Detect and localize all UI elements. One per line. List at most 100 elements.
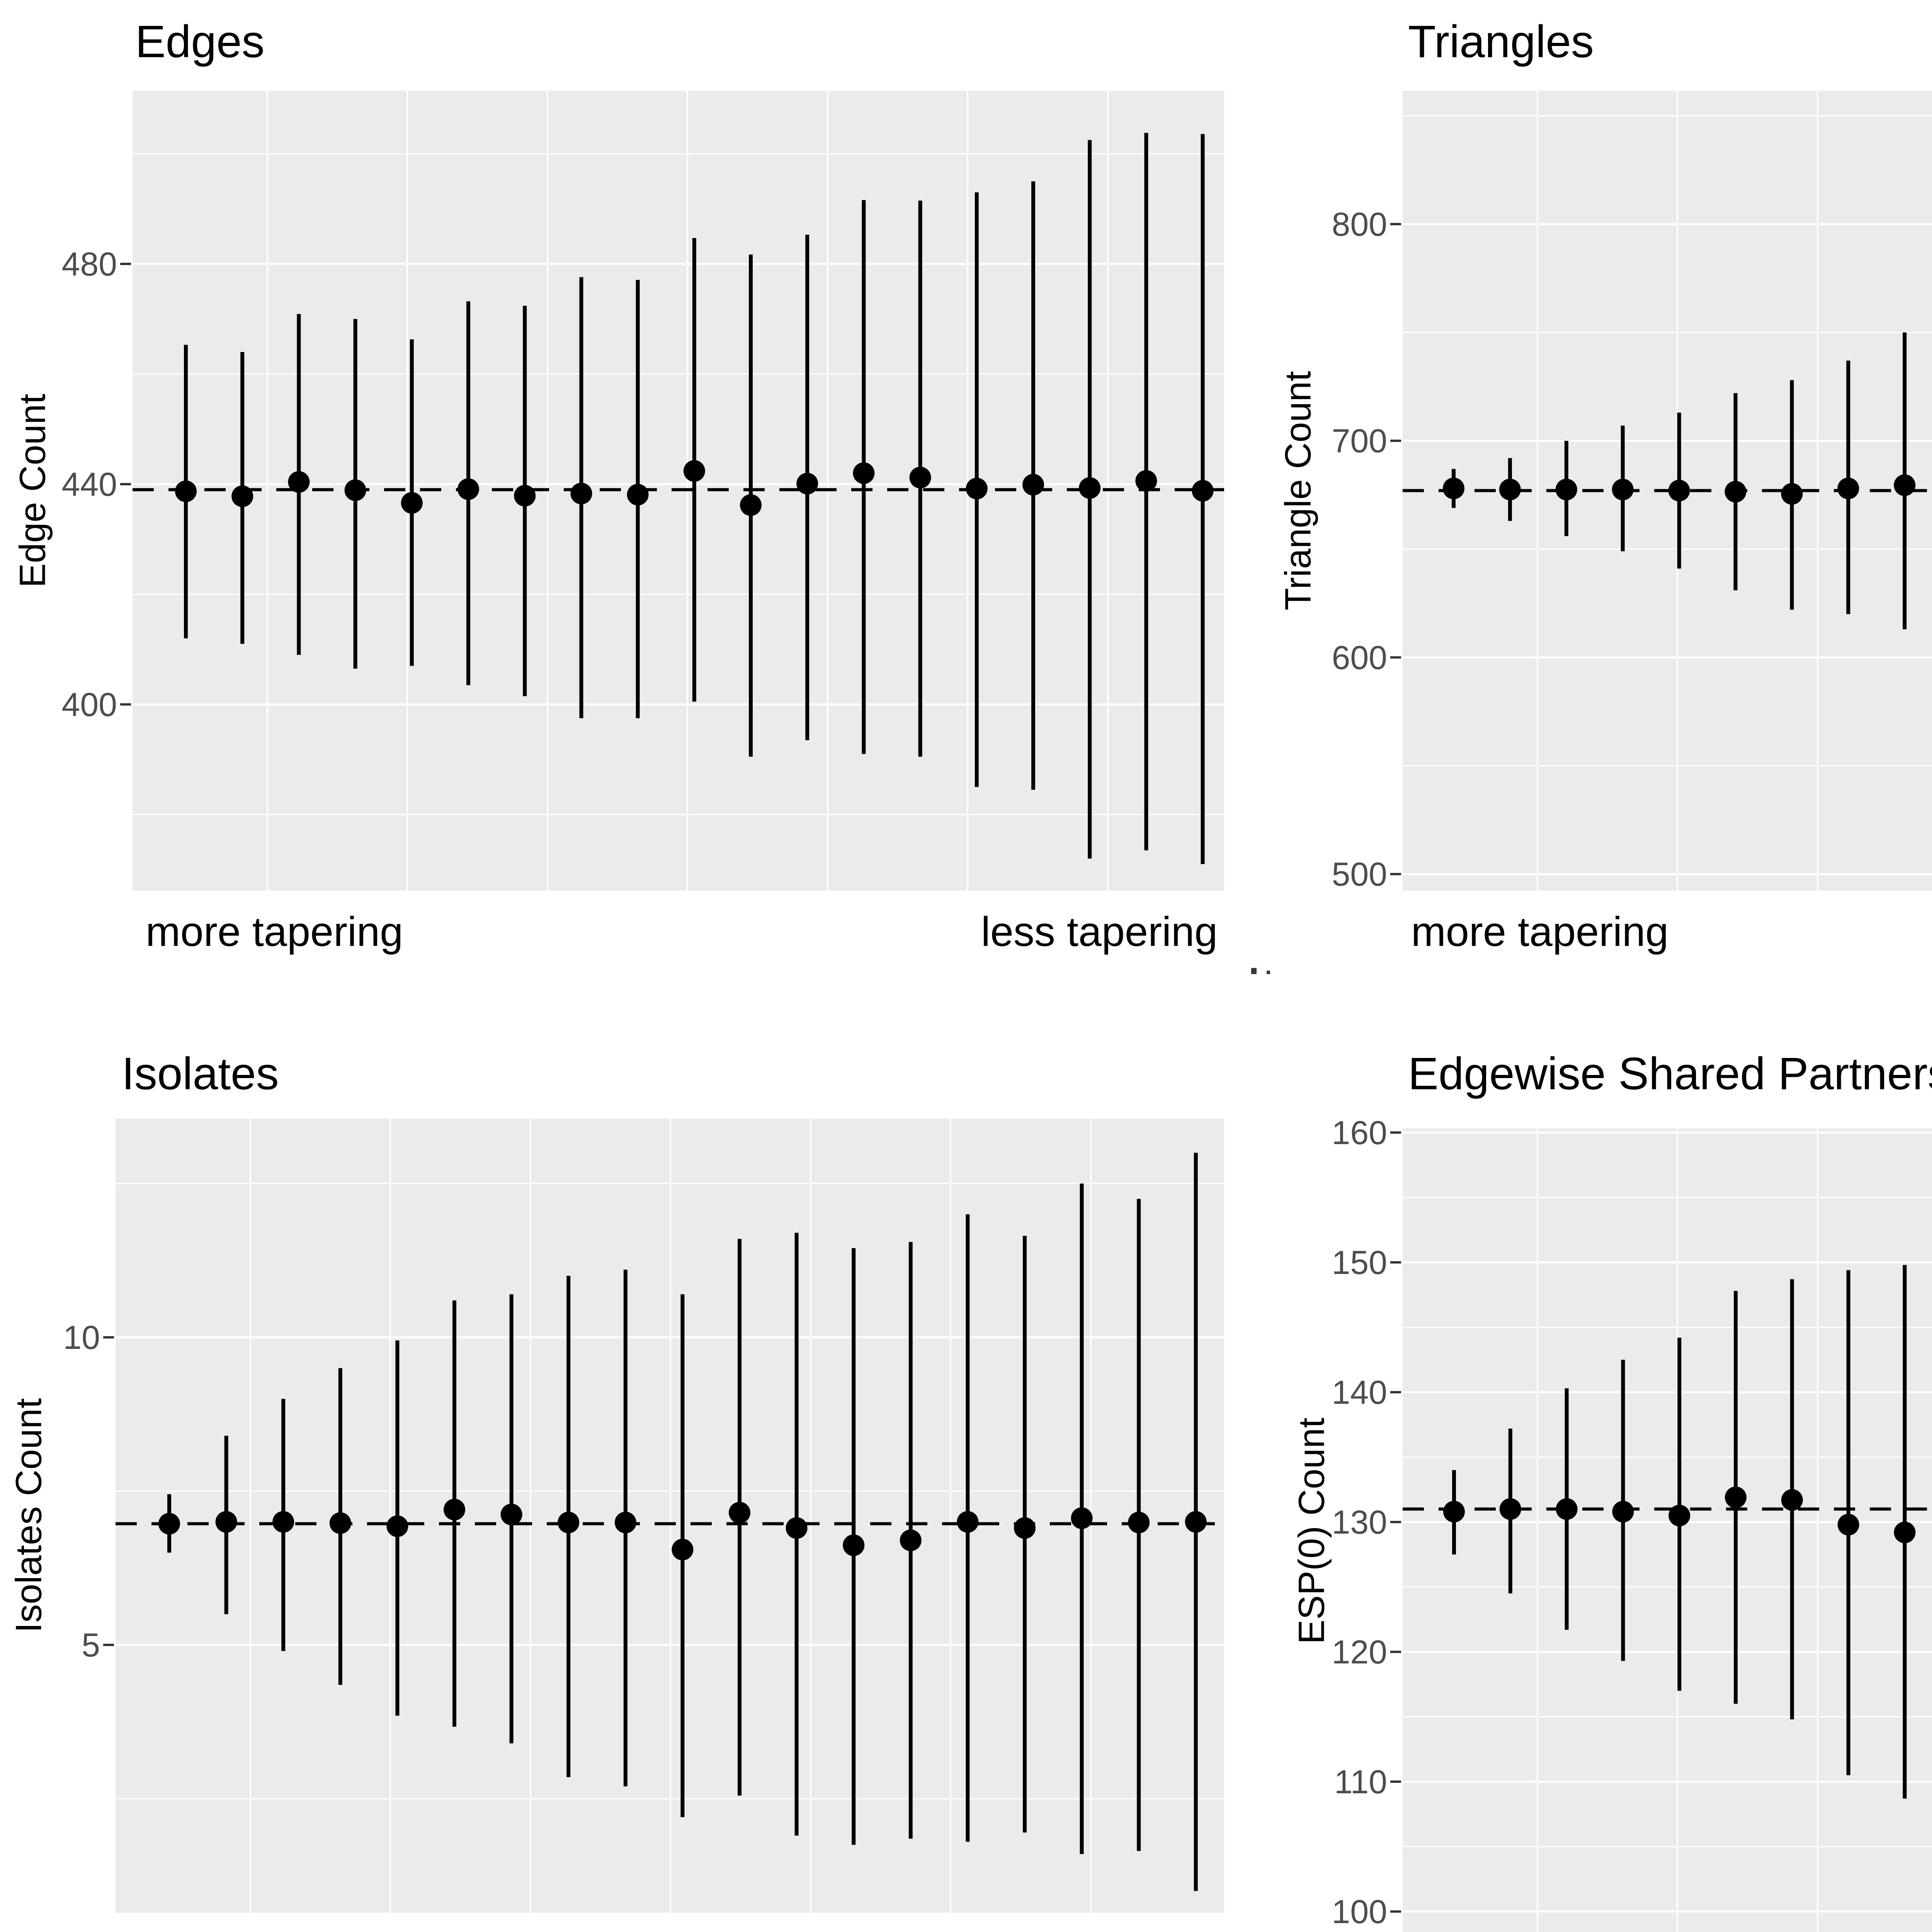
- crop-artifact: [1267, 971, 1270, 974]
- data-point: [1128, 1512, 1150, 1534]
- y-axis-tick-label: 700: [1332, 423, 1388, 460]
- data-point: [1894, 1521, 1916, 1543]
- data-point: [740, 494, 762, 516]
- data-point: [1185, 1511, 1207, 1533]
- data-point: [570, 483, 592, 505]
- data-point: [1192, 480, 1214, 502]
- data-point: [1837, 478, 1859, 500]
- gridlines-minor: [1403, 1197, 1932, 1847]
- data-point: [627, 484, 649, 506]
- data-point: [329, 1512, 351, 1534]
- data-point: [444, 1498, 465, 1520]
- pointrange-series: [158, 1153, 1207, 1891]
- y-axis-tick-label: 150: [1332, 1244, 1388, 1281]
- data-point: [1022, 474, 1044, 496]
- data-point: [1725, 1486, 1747, 1509]
- data-point: [1781, 483, 1803, 505]
- y-axis-tick-label: 120: [1332, 1634, 1388, 1671]
- data-point: [796, 473, 818, 495]
- panel-isolates: 10 5: [63, 1119, 1224, 1913]
- panel-edges: 480 440 400: [62, 91, 1224, 891]
- y-axis-title-isolates-count: Isolates Count: [8, 1398, 49, 1633]
- data-point: [1443, 1501, 1465, 1523]
- y-axis-tick-label: 160: [1332, 1114, 1388, 1151]
- y-axis-tick-label: 140: [1332, 1374, 1388, 1411]
- data-point: [215, 1511, 237, 1533]
- data-point: [843, 1534, 865, 1556]
- gridlines-major-and-ticks: 160 150 140 130 120 110 100: [1332, 1114, 1932, 1930]
- data-point: [272, 1511, 294, 1533]
- y-axis-tick-label: 480: [62, 246, 117, 283]
- y-axis-tick-label: 5: [82, 1627, 100, 1664]
- y-axis-tick-label: 400: [62, 686, 117, 723]
- y-axis-title-esp0-count: ESP(0) Count: [1291, 1417, 1332, 1645]
- pointrange-series: [1443, 332, 1916, 629]
- data-point: [231, 485, 253, 507]
- x-label-less-tapering: less tapering: [981, 908, 1218, 955]
- data-point: [1135, 470, 1157, 492]
- x-label-more-tapering: more tapering: [1411, 908, 1669, 955]
- data-point: [1079, 477, 1101, 499]
- gridlines-major-and-ticks: 10 5: [63, 1319, 1224, 1664]
- data-point: [514, 485, 536, 507]
- y-axis-tick-label: 440: [62, 466, 117, 503]
- gridlines-minor: [133, 153, 1224, 815]
- data-point: [1014, 1517, 1036, 1539]
- data-point: [1781, 1489, 1803, 1511]
- data-point: [683, 460, 705, 482]
- data-point: [1443, 478, 1464, 500]
- x-label-more-tapering: more tapering: [145, 908, 403, 955]
- data-point: [1071, 1507, 1093, 1529]
- data-point: [957, 1511, 979, 1533]
- crop-artifact: [1251, 968, 1257, 974]
- data-point: [158, 1513, 180, 1535]
- data-point: [1499, 1498, 1521, 1520]
- data-point: [1555, 478, 1577, 500]
- data-point: [1556, 1498, 1578, 1520]
- gridlines-minor: [1403, 115, 1932, 767]
- data-point: [457, 478, 479, 500]
- data-point: [1612, 478, 1634, 500]
- data-point: [401, 492, 423, 514]
- data-point: [786, 1517, 808, 1539]
- panel-triangles: 800 700 600 500: [1332, 91, 1932, 893]
- y-axis-title-edge-count: Edge Count: [12, 394, 53, 588]
- y-axis-tick-label: 130: [1332, 1504, 1388, 1541]
- data-point: [966, 478, 988, 500]
- y-axis-tick-label: 100: [1332, 1893, 1388, 1930]
- data-point: [1725, 481, 1747, 503]
- data-point: [288, 471, 310, 493]
- data-point: [1668, 480, 1690, 502]
- data-point: [909, 466, 931, 488]
- data-point: [672, 1539, 694, 1561]
- data-point: [1894, 474, 1916, 496]
- pointrange-series: [175, 133, 1214, 864]
- data-point: [344, 479, 366, 501]
- data-point: [386, 1515, 408, 1537]
- y-axis-tick-label: 110: [1334, 1764, 1387, 1801]
- data-point: [729, 1502, 750, 1524]
- y-axis-tick-label: 600: [1332, 639, 1388, 676]
- panel-title-isolates: Isolates: [122, 1048, 279, 1099]
- data-point: [500, 1503, 522, 1526]
- panel-edgewise-shared-partners-0: 160 150 140 130 120 110 100: [1332, 1114, 1932, 1932]
- pointrange-series: [1443, 1265, 1916, 1799]
- data-point: [1499, 478, 1521, 500]
- y-axis-tick-label: 500: [1332, 856, 1388, 893]
- data-point: [853, 462, 875, 484]
- data-point: [1837, 1514, 1859, 1536]
- y-axis-title-triangle-count: Triangle Count: [1277, 371, 1319, 611]
- data-point: [614, 1512, 636, 1534]
- gridlines-major-and-ticks: 800 700 600 500: [1332, 206, 1932, 893]
- y-axis-tick-label: 800: [1332, 206, 1388, 243]
- data-point: [175, 480, 197, 502]
- data-point: [1612, 1501, 1634, 1523]
- panel-title-esp0: Edgewise Shared Partners (0): [1408, 1048, 1932, 1099]
- panel-title-triangles: Triangles: [1408, 16, 1594, 67]
- panel-title-edges: Edges: [135, 16, 265, 67]
- gridlines-major-and-ticks: 480 440 400: [62, 246, 1224, 723]
- data-point: [900, 1529, 922, 1551]
- data-point: [1668, 1505, 1690, 1527]
